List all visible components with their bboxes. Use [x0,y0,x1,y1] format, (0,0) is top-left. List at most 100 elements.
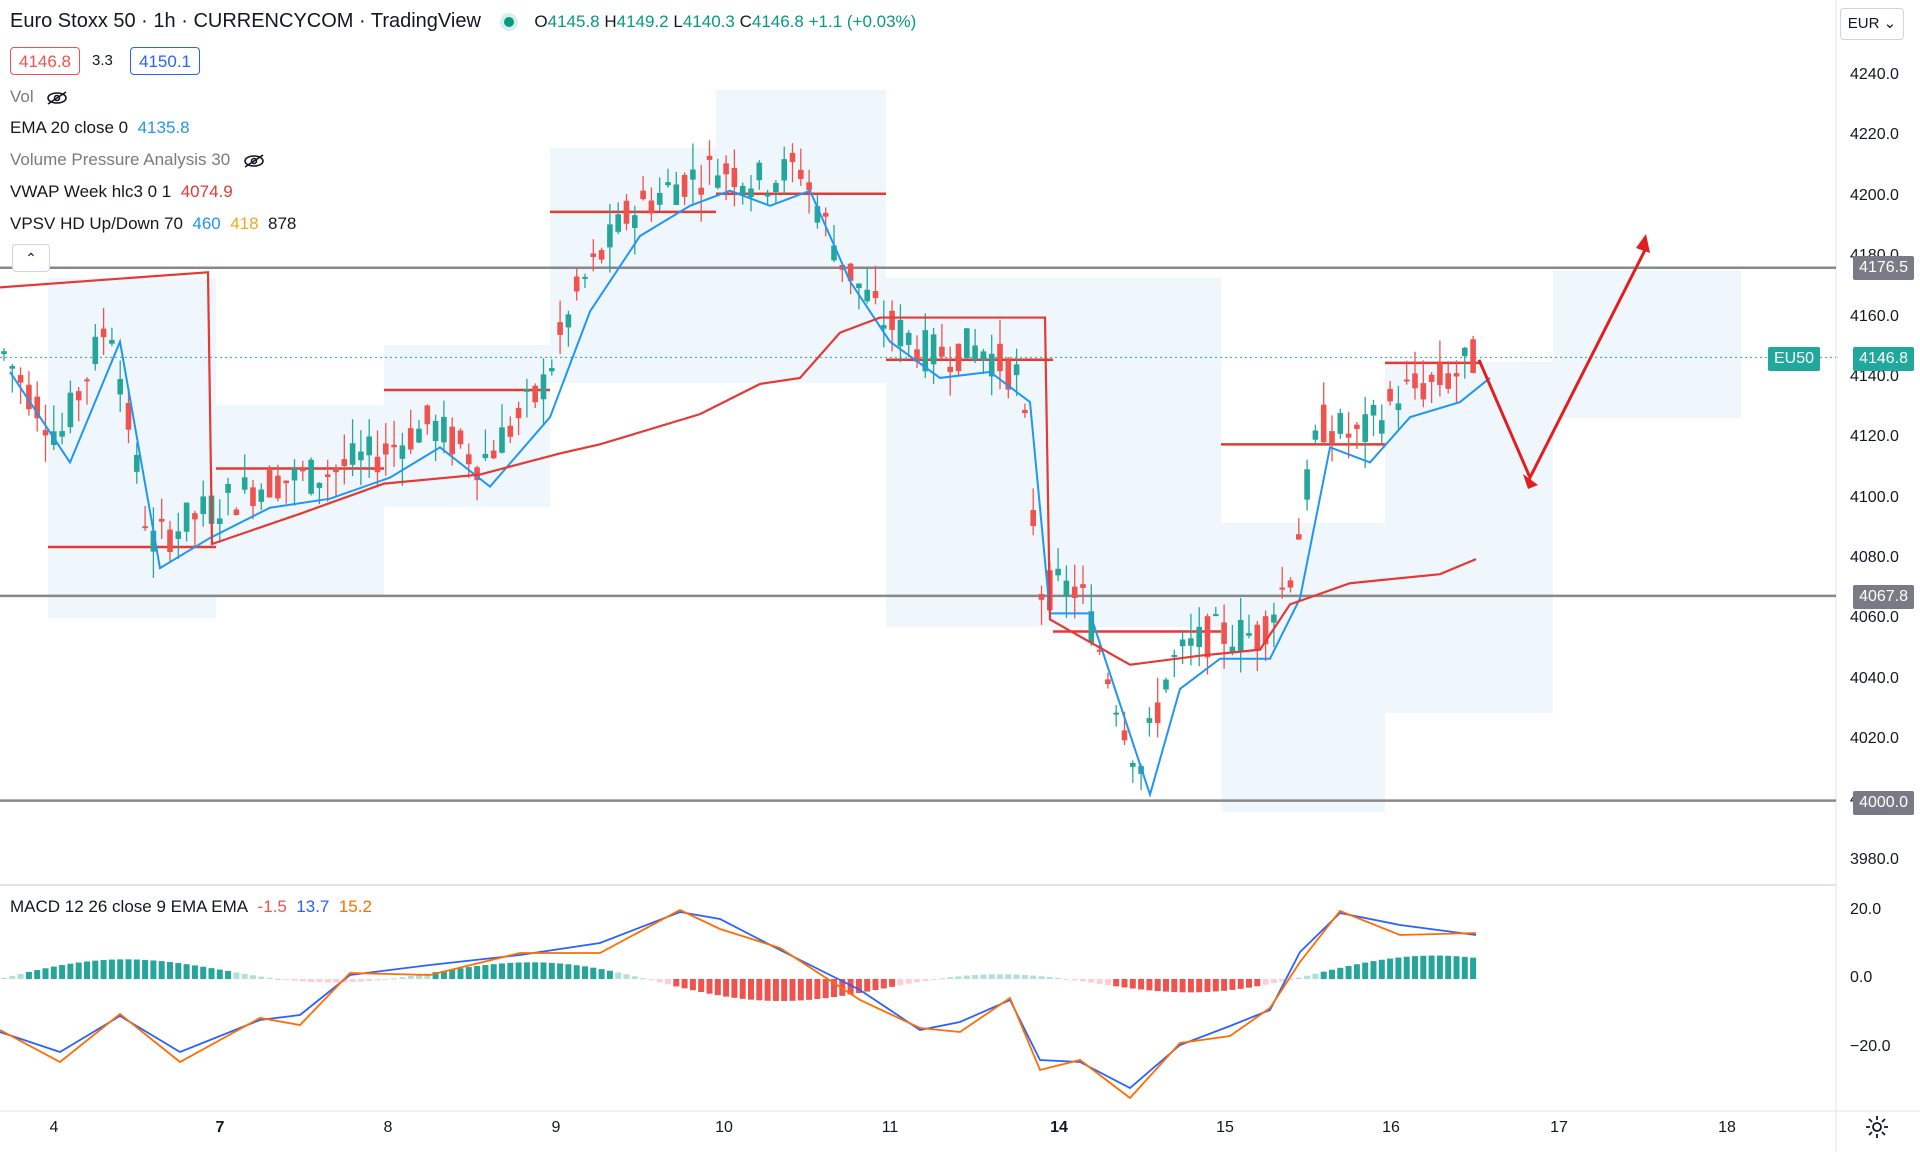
candle-body [1329,431,1335,445]
candle-body [233,509,240,516]
macd-histogram-bar [897,979,904,986]
candle-body [1237,619,1244,651]
macd-histogram-bar [482,965,489,979]
candle-body [640,190,646,200]
macd-histogram-bar [382,979,389,980]
candle-body [1379,420,1385,434]
candle-body [1470,339,1476,373]
macd-histogram-bar [67,963,74,979]
macd-histogram-bar [814,979,821,1000]
candle-body [1279,587,1285,590]
spread-value: 3.3 [92,52,113,69]
candle-body [1188,638,1194,646]
macd-indicator[interactable]: MACD 12 26 close 9 EMA EMA -1.5 13.7 15.… [10,897,372,916]
candle-body [1163,679,1169,690]
currency-select[interactable]: EUR ⌄ [1840,8,1904,40]
candle-body [308,459,314,494]
macd-histogram-bar [333,979,339,983]
macd-histogram-bar [1030,975,1037,979]
macd-histogram-bar [266,977,273,979]
macd-histogram-bar [1461,956,1468,979]
vpa-indicator[interactable]: Volume Pressure Analysis 30 [10,150,265,170]
candle-body [92,336,99,365]
price-tick-label: 4160.0 [1850,307,1899,325]
macd-histogram-bar [698,979,705,993]
time-tick-label: 16 [1382,1119,1400,1136]
settings-gear-icon[interactable] [1864,1114,1890,1140]
ema-line [9,189,1491,798]
candle-body [275,475,281,499]
macd-histogram-bar [1295,977,1302,979]
ema-indicator[interactable]: EMA 20 close 0 4135.8 [10,118,190,137]
price-tick-label: 4240.0 [1850,66,1899,83]
macd-histogram-bar [640,978,647,980]
symbol-name[interactable]: Euro Stoxx 50 [10,10,136,32]
macd-histogram-bar [117,959,124,979]
candle-body [930,334,937,365]
candle-body [731,167,738,188]
macd-histogram-bar [158,961,165,979]
candle-body [881,325,887,329]
candle-body [1179,639,1186,647]
candle-body [1105,679,1111,685]
candle-body [632,215,638,228]
sell-price-button[interactable]: 4146.8 [10,47,80,75]
ema-value: 4135.8 [137,118,190,137]
price-tick-label: 4040.0 [1850,669,1899,687]
macd-histogram-bar [490,964,497,979]
time-tick-label: 8 [383,1119,393,1136]
candle-body [1287,580,1294,588]
macd-histogram-bar [523,962,530,979]
macd-histogram-bar [1378,959,1385,979]
macd-histogram-bar [606,970,613,979]
candle-body [590,253,597,257]
chart-title-row: Euro Stoxx 50 · 1h · CURRENCYCOM · Tradi… [10,10,917,32]
macd-histogram-bar [988,974,995,979]
macd-histogram-bar [25,971,32,979]
vpsv-indicator[interactable]: VPSV HD Up/Down 70 460 418 878 [10,214,297,233]
forecast-arrowhead-up [1636,234,1650,253]
candle-body [1262,616,1269,645]
macd-histogram-bar [1196,979,1203,993]
macd-histogram-bar [241,973,248,979]
time-tick-label: 17 [1550,1119,1568,1136]
macd-histogram-bar [1129,979,1136,989]
candle-body [615,214,621,232]
price-tick-label: 3980.0 [1850,851,1899,868]
macd-histogram-bar [1005,974,1012,979]
macd-histogram-bar [772,979,779,1001]
candle-body [134,454,140,472]
candle-body [914,349,920,362]
price-tick-label: 4220.0 [1850,126,1899,144]
candle-body [764,193,771,197]
macd-histogram-bar [673,979,680,987]
hidden-eye-icon[interactable] [243,153,265,168]
platform-name: TradingView [370,10,481,32]
macd-histogram-bar [1370,961,1377,979]
buy-price-button[interactable]: 4150.1 [130,47,200,75]
candle-body [84,379,90,382]
candle-body [557,322,563,335]
candle-body [1246,633,1252,636]
vol-indicator[interactable]: Vol [10,87,68,107]
candle-body [1213,614,1219,617]
macd-signal-line [0,908,1477,1100]
macd-histogram-bar [955,976,962,979]
market-open-dot-icon [503,17,514,27]
collapse-legend-button[interactable]: ⌃ [12,244,50,272]
candle-body [972,345,978,360]
candle-body [26,384,32,410]
candle-body [217,518,223,524]
macd-histogram-bar [1320,971,1327,979]
candle-body [1088,611,1095,643]
forecast-arrowhead-down [1523,474,1538,489]
macd-histogram-bar [1071,979,1078,981]
macd-histogram-bar [457,968,464,979]
candle-body [349,443,356,465]
interval[interactable]: 1h [153,10,176,32]
macd-histogram-bar [92,960,99,979]
macd-histogram-bar [499,963,505,979]
hidden-eye-icon[interactable] [46,90,68,105]
vwap-indicator[interactable]: VWAP Week hlc3 0 1 4074.9 [10,182,233,201]
